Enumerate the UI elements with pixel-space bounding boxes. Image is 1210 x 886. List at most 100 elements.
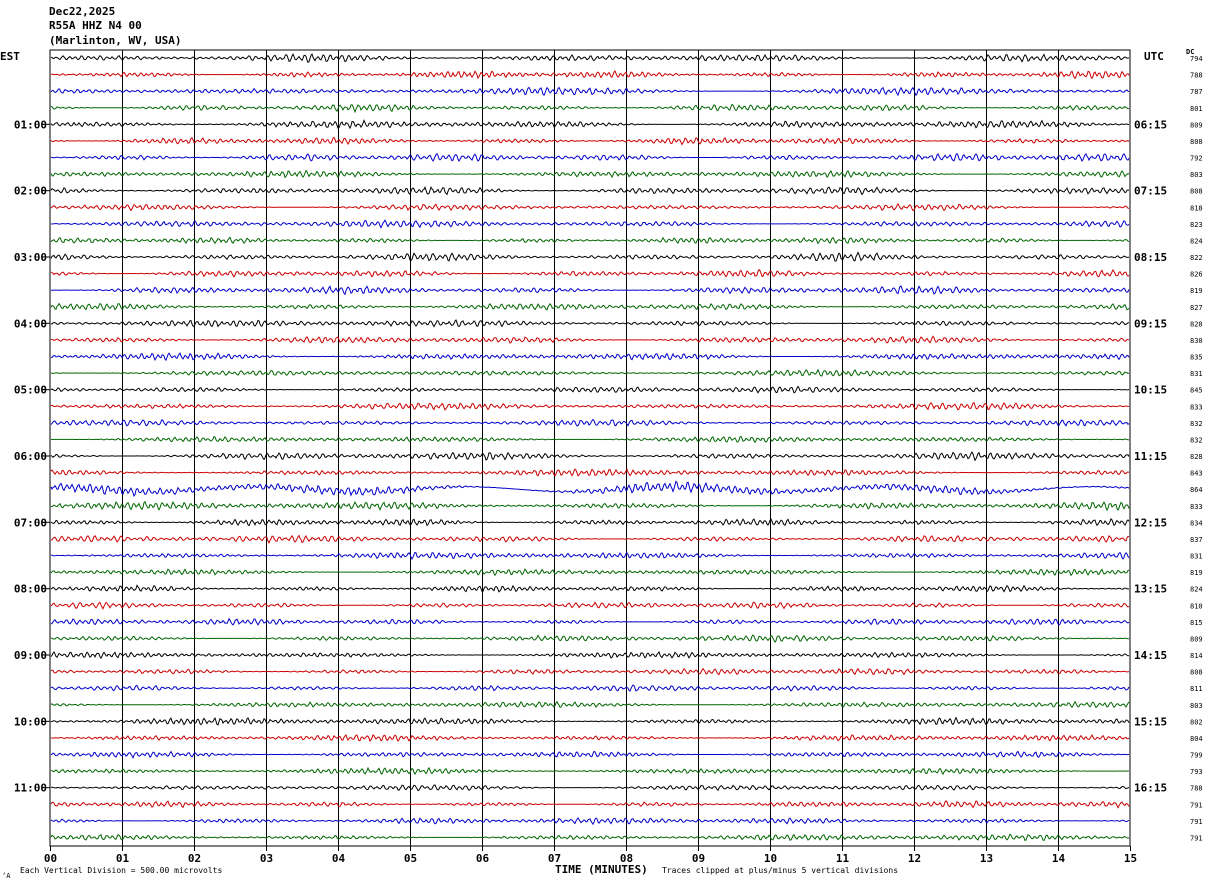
seismic-trace (50, 418, 1130, 427)
right-hour-label: 14:15 (1134, 649, 1167, 662)
dc-offset-label: 835 (1190, 354, 1203, 362)
seismic-trace (50, 251, 1130, 262)
dc-offset-label: 822 (1190, 254, 1203, 262)
seismic-trace (50, 53, 1130, 64)
x-tick-label: 15 (1124, 852, 1137, 865)
seismic-trace (50, 136, 1130, 146)
seismic-trace (50, 268, 1130, 278)
x-tick-label: 12 (908, 852, 921, 865)
date-label: Dec22,2025 (49, 5, 116, 18)
seismic-trace (50, 651, 1130, 660)
dc-offset-label: 830 (1190, 337, 1203, 345)
seismic-trace (50, 833, 1130, 842)
x-axis-label: TIME (MINUTES) (555, 863, 648, 876)
seismic-trace (50, 800, 1130, 809)
dc-header-label: DC (1186, 48, 1195, 56)
dc-offset-label: 810 (1190, 602, 1203, 610)
seismic-trace (50, 684, 1130, 692)
dc-offset-label: 824 (1190, 237, 1203, 245)
seismic-trace (50, 766, 1129, 776)
left-hour-label: 10:00 (14, 715, 47, 728)
left-hour-label: 11:00 (14, 782, 47, 795)
x-tick-label: 10 (764, 852, 777, 865)
dc-offset-label: 818 (1190, 204, 1203, 212)
x-tick-label: 04 (332, 852, 346, 865)
dc-offset-label: 864 (1190, 486, 1203, 494)
dc-offset-label: 843 (1190, 470, 1203, 478)
seismic-trace (50, 335, 1130, 344)
dc-offset-label: 809 (1190, 121, 1203, 129)
dc-offset-label: 832 (1190, 420, 1203, 428)
x-tick-label: 09 (692, 852, 705, 865)
right-hour-label: 08:15 (1134, 251, 1167, 264)
dc-offset-label: 814 (1190, 652, 1203, 660)
dc-offset-label: 808 (1190, 669, 1203, 677)
dc-offset-label: 845 (1190, 387, 1203, 395)
left-hour-label: 09:00 (14, 649, 47, 662)
seismic-trace (50, 480, 1130, 498)
seismic-trace (50, 733, 1130, 743)
left-hour-label: 01:00 (14, 118, 47, 131)
dc-offset-label: 803 (1190, 171, 1203, 179)
corner-mark: ‘A (2, 872, 11, 880)
seismic-trace (50, 568, 1130, 577)
dc-offset-label: 788 (1190, 72, 1203, 80)
right-timezone-label: UTC (1144, 50, 1164, 63)
left-timezone-label: EST (0, 50, 20, 63)
dc-offset-label: 787 (1190, 88, 1203, 96)
dc-offset-label: 827 (1190, 304, 1203, 312)
dc-offset-label: 808 (1190, 138, 1203, 146)
seismic-trace (50, 236, 1130, 245)
left-hour-label: 07:00 (14, 516, 47, 529)
dc-offset-label: 803 (1190, 702, 1203, 710)
x-tick-label: 06 (476, 852, 490, 865)
left-hour-label: 06:00 (14, 450, 47, 463)
dc-offset-label: 831 (1190, 370, 1203, 378)
dc-offset-label: 819 (1190, 569, 1203, 577)
dc-offset-label: 808 (1190, 188, 1203, 196)
dc-offset-label: 809 (1190, 635, 1203, 643)
division-note: Each Vertical Division = 500.00 microvol… (20, 866, 223, 875)
seismic-trace (50, 352, 1130, 362)
seismic-trace (50, 119, 1130, 130)
dc-offset-label: 793 (1190, 768, 1203, 776)
location-label: (Marlinton, WV, USA) (49, 34, 182, 47)
seismic-trace (50, 152, 1130, 163)
right-hour-label: 10:15 (1134, 384, 1167, 397)
right-hour-label: 11:15 (1134, 450, 1167, 463)
left-hour-label: 02:00 (14, 185, 47, 198)
x-tick-label: 14 (1052, 852, 1066, 865)
seismic-trace (50, 368, 1130, 377)
right-hour-label: 13:15 (1134, 583, 1167, 596)
right-hour-label: 06:15 (1134, 118, 1167, 131)
clip-note: Traces clipped at plus/minus 5 vertical … (662, 866, 899, 875)
seismic-trace (50, 385, 1130, 394)
dc-offset-label: 792 (1190, 155, 1203, 163)
dc-offset-label: 823 (1190, 221, 1203, 229)
seismic-trace (50, 401, 1130, 411)
seismic-trace (50, 86, 1130, 97)
dc-offset-label: 826 (1190, 271, 1203, 279)
seismic-trace (50, 750, 1130, 759)
x-tick-label: 03 (260, 852, 273, 865)
dc-offset-label: 791 (1190, 834, 1203, 842)
dc-offset-label: 811 (1190, 685, 1203, 693)
seismic-trace (50, 285, 1130, 296)
left-hour-label: 03:00 (14, 251, 47, 264)
seismic-trace (50, 634, 1130, 643)
dc-offset-label: 799 (1190, 752, 1203, 760)
dc-offset-label: 831 (1190, 553, 1203, 561)
seismic-trace (50, 601, 1130, 610)
x-tick-label: 00 (44, 852, 57, 865)
dc-offset-label: 804 (1190, 735, 1203, 743)
left-hour-label: 05:00 (14, 384, 47, 397)
seismic-trace (50, 435, 1130, 444)
seismic-trace (50, 319, 1130, 328)
dc-offset-label: 794 (1190, 55, 1203, 63)
seismic-trace (50, 219, 1130, 229)
x-tick-label: 11 (836, 852, 850, 865)
seismic-trace (50, 169, 1130, 179)
right-hour-label: 15:15 (1134, 715, 1167, 728)
seismic-trace (50, 103, 1130, 114)
